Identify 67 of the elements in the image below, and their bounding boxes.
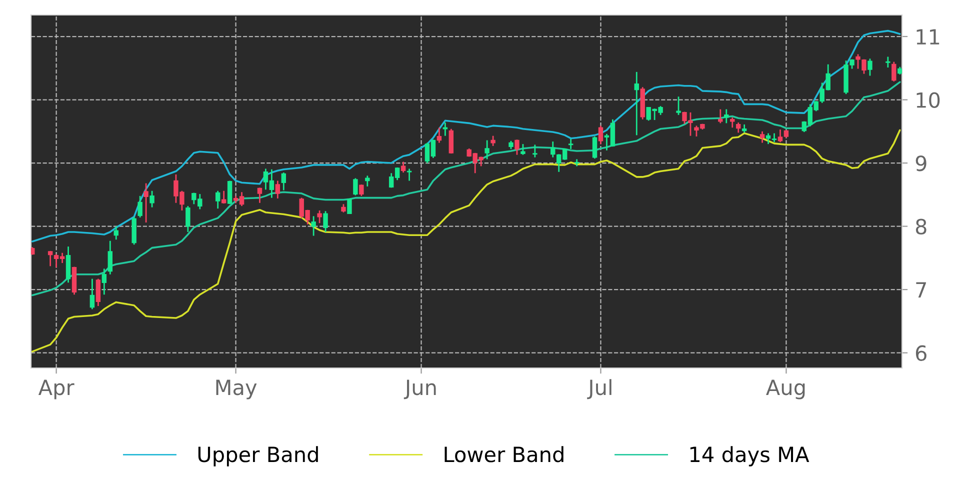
candlestick (436, 126, 442, 144)
candlestick (323, 210, 328, 233)
candlestick (550, 140, 556, 158)
candlestick (221, 190, 226, 204)
line-series (31, 129, 901, 352)
candlestick (138, 195, 142, 218)
x-tick-label: Jul (587, 379, 612, 400)
candlestick (484, 140, 490, 160)
candlestick (568, 138, 574, 150)
candlestick (365, 174, 370, 188)
candlestick (48, 250, 53, 267)
candlestick (448, 128, 454, 154)
candlestick (102, 268, 107, 296)
candlestick (144, 182, 148, 224)
candlestick (227, 180, 232, 205)
x-tick-label: Jun (404, 380, 436, 400)
candlestick (856, 54, 860, 70)
candlestick (275, 180, 280, 200)
y-tick-label: 10 (916, 92, 940, 108)
candlestick (520, 143, 526, 156)
y-tick-label: 8 (916, 218, 926, 235)
candlestick (442, 122, 448, 137)
candlestick (150, 190, 154, 208)
candlestick (514, 138, 520, 156)
y-tick-label: 7 (916, 282, 926, 298)
candlestick (730, 116, 735, 128)
candlestick (215, 190, 220, 210)
y-tick-label: 9 (916, 155, 926, 172)
candlestick (592, 136, 598, 160)
y-tick-label: 11 (916, 29, 940, 44)
candlestick (862, 58, 866, 75)
candlestick (353, 178, 358, 196)
candlestick (490, 135, 496, 147)
candlestick (736, 122, 741, 134)
candlestick (634, 71, 639, 136)
candlestick (96, 278, 101, 307)
candlestick (317, 210, 322, 224)
candlestick (347, 198, 352, 214)
x-tick-label: Aug (766, 380, 805, 400)
candlestick (281, 172, 286, 191)
candlestick (114, 226, 118, 240)
line-series (31, 81, 901, 296)
candlestick (868, 58, 872, 76)
legend-label: 14 days MA (690, 446, 810, 466)
candlestick (186, 205, 190, 233)
candlestick (311, 215, 316, 236)
candlestick (532, 144, 538, 158)
y-tick-label: 6 (916, 345, 926, 362)
legend-label: Lower Band (444, 446, 564, 462)
candlestick (598, 125, 604, 145)
candlestick (108, 240, 113, 276)
candlestick (66, 246, 71, 284)
candlestick (760, 130, 765, 144)
candlestick (886, 56, 890, 68)
candlestick (676, 96, 681, 116)
line-series (31, 30, 901, 242)
candlestick (400, 161, 406, 174)
candlestick (724, 108, 729, 124)
candlestick (718, 108, 723, 124)
candlestick (359, 184, 364, 197)
candlestick (257, 187, 262, 204)
x-tick-label: Apr (38, 380, 74, 400)
candlestick (892, 61, 896, 82)
candlestick (406, 168, 412, 182)
x-tick-label: May (216, 380, 257, 400)
legend-label: Upper Band (198, 446, 318, 466)
candlestick (90, 278, 95, 310)
